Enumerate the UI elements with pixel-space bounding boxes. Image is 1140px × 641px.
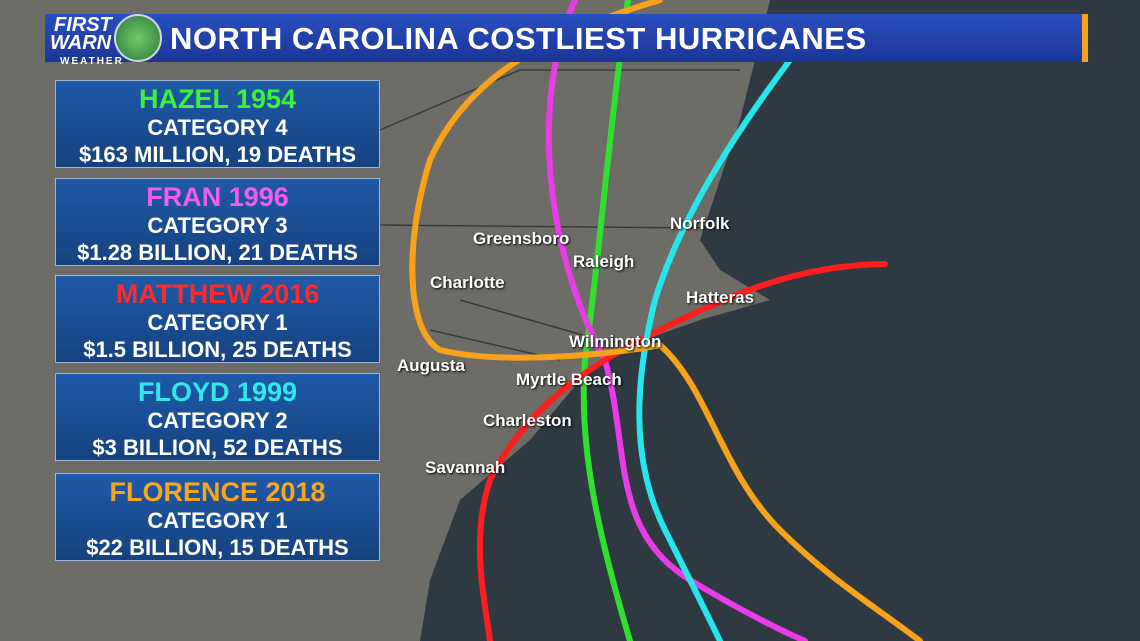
logo-text: WEATHER: [60, 56, 124, 67]
track-hazel: [580, 0, 633, 641]
storm-impact: $3 BILLION, 52 DEATHS: [92, 435, 343, 460]
city-label: Raleigh: [573, 252, 635, 271]
track-fran: [545, 0, 808, 641]
state-border: [379, 69, 740, 361]
logo-text: WARN: [50, 32, 112, 54]
city-label: Augusta: [397, 356, 465, 375]
city-label: Hatteras: [686, 288, 755, 307]
city-label: Savannah: [425, 458, 506, 477]
storm-impact: $1.28 BILLION, 21 DEATHS: [77, 240, 358, 265]
city-label: Greensboro: [473, 229, 570, 248]
storm-impact: $22 BILLION, 15 DEATHS: [86, 535, 349, 560]
track-matthew: [476, 261, 888, 641]
city-label: Charlotte: [430, 273, 505, 292]
storm-card: HAZEL 1954 CATEGORY 4 $163 MILLION, 19 DEA…: [55, 80, 380, 168]
storm-card: FLOYD 1999 CATEGORY 2 $3 BILLION, 52 DEATH…: [55, 373, 380, 461]
storm-name: HAZEL 1954: [138, 84, 297, 114]
storm-impact: $163 MILLION, 19 DEATHS: [78, 142, 357, 167]
city-label: Norfolk: [670, 214, 730, 233]
logo-dial: [114, 14, 162, 62]
storm-card: MATTHEW 2016 CATEGORY 1 $1.5 BILLION, 25 D…: [55, 275, 380, 363]
title-bar: [45, 14, 1088, 62]
storm-category: CATEGORY 1: [147, 310, 288, 335]
title: NORTH CAROLINA COSTLIEST HURRICANES: [170, 21, 867, 56]
storm-category: CATEGORY 4: [147, 115, 288, 140]
track-floyd: [636, 57, 793, 641]
storm-name: MATTHEW 2016: [115, 279, 320, 309]
storm-category: CATEGORY 2: [147, 408, 288, 433]
city-label: Myrtle Beach: [516, 370, 622, 389]
storm-category: CATEGORY 1: [147, 508, 288, 533]
logo-text: FIRST: [54, 14, 112, 36]
city-label: Wilmington: [569, 332, 662, 351]
storm-name: FLORENCE 2018: [109, 477, 326, 507]
storm-impact: $1.5 BILLION, 25 DEATHS: [83, 337, 352, 362]
storm-name: FRAN 1996: [146, 182, 289, 212]
track-florence: [409, 0, 923, 641]
storm-name: FLOYD 1999: [137, 377, 298, 407]
storm-category: CATEGORY 3: [147, 213, 288, 238]
storm-card: FRAN 1996 CATEGORY 3 $1.28 BILLION, 21 DEA…: [55, 178, 380, 266]
logo: FIRST WARN WEATHER: [48, 12, 163, 70]
storm-card: FLORENCE 2018 CATEGORY 1 $22 BILLION, 15 D…: [55, 473, 380, 561]
city-label: Charleston: [483, 411, 572, 430]
